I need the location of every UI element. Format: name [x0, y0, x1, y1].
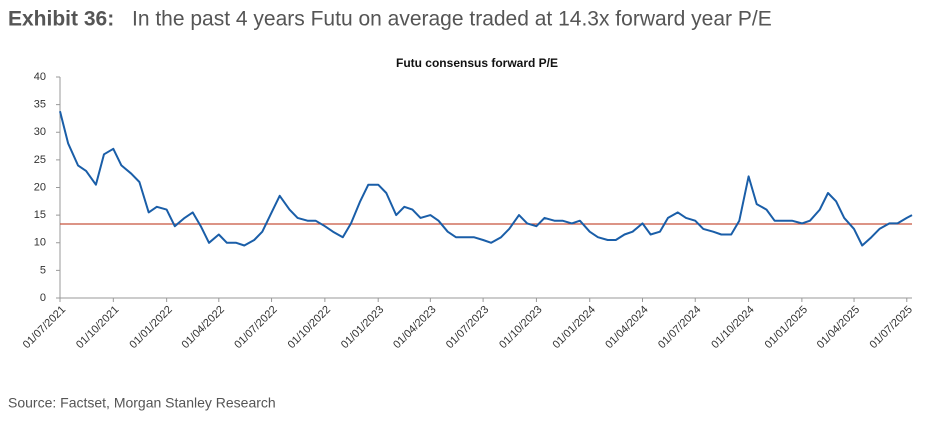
series-line	[59, 111, 913, 247]
source-note: Source: Factset, Morgan Stanley Research	[8, 395, 276, 411]
y-tick-label: 5	[40, 264, 46, 276]
x-tick-label: 01/01/2022	[127, 304, 174, 351]
exhibit-label: Exhibit 36:	[8, 8, 114, 31]
y-tick-label: 20	[34, 181, 46, 193]
x-tick-label: 01/04/2023	[391, 304, 438, 351]
x-tick-label: 01/07/2021	[21, 304, 68, 351]
y-tick-label: 40	[34, 71, 46, 83]
x-tick-label: 01/04/2024	[603, 304, 650, 351]
x-tick-label: 01/01/2024	[551, 304, 598, 351]
x-tick-label: 01/10/2023	[497, 304, 544, 351]
x-tick-label: 01/07/2025	[868, 304, 915, 351]
y-tick-label: 25	[34, 154, 46, 166]
y-tick-label: 35	[34, 99, 46, 111]
y-tick-label: 0	[40, 292, 46, 304]
x-tick-label: 01/01/2023	[339, 304, 386, 351]
chart-subtitle: Futu consensus forward P/E	[396, 56, 558, 70]
y-tick-label: 15	[34, 209, 46, 221]
x-tick-label: 01/10/2022	[286, 304, 333, 351]
x-tick-label: 01/04/2025	[815, 304, 862, 351]
y-tick-label: 10	[34, 237, 46, 249]
x-tick-label: 01/01/2025	[763, 304, 810, 351]
x-tick-label: 01/10/2021	[74, 304, 121, 351]
x-tick-label: 01/07/2024	[656, 304, 703, 351]
x-tick-label: 01/04/2022	[180, 304, 227, 351]
x-tick-label: 01/07/2022	[232, 304, 279, 351]
x-tick-label: 01/10/2024	[709, 304, 756, 351]
x-tick-label: 01/07/2023	[444, 304, 491, 351]
chart-title: In the past 4 years Futu on average trad…	[132, 8, 772, 31]
y-tick-label: 30	[34, 126, 46, 138]
